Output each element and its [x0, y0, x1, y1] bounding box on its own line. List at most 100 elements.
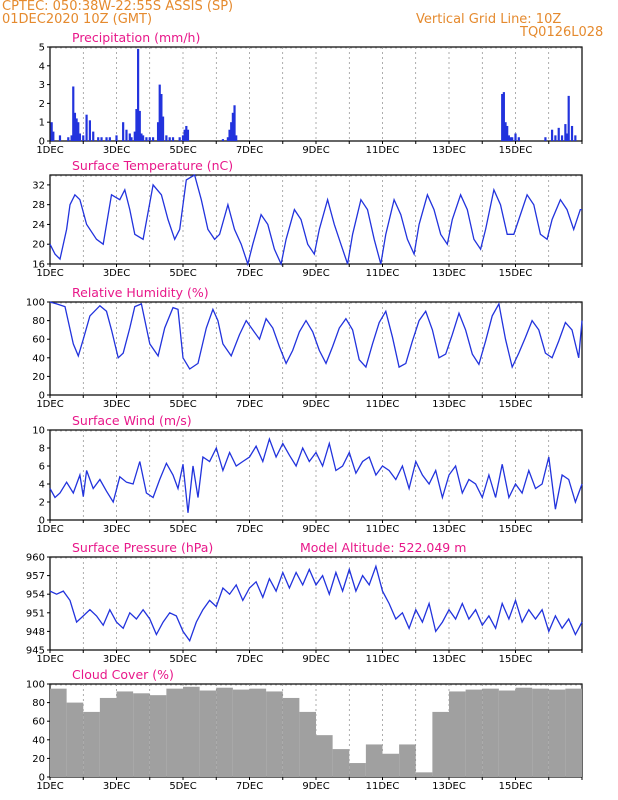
xtick-label-temp-7: 15DEC: [499, 268, 533, 279]
xtick-label-temp-3: 7DEC: [236, 268, 263, 279]
xtick-label-precip-3: 7DEC: [236, 145, 263, 156]
bar-precip-68: [570, 125, 574, 141]
xtick-label-precip-5: 11DEC: [366, 145, 400, 156]
bar-cloud-17: [332, 749, 350, 777]
bar-cloud-8: [183, 686, 200, 777]
xtick-label-pressure-5: 11DEC: [366, 654, 400, 665]
bar-cloud-12: [249, 688, 267, 777]
xtick-label-rh-7: 15DEC: [499, 399, 533, 410]
xtick-label-cloud-4: 9DEC: [302, 781, 329, 792]
bar-cloud-7: [166, 688, 183, 777]
bar-precip-46: [228, 129, 231, 141]
panel-title-wind: Surface Wind (m/s): [72, 413, 192, 428]
xtick-label-rh-3: 7DEC: [236, 399, 263, 410]
ytick-label-rh-100: 100: [26, 298, 45, 309]
xtick-label-temp-4: 9DEC: [302, 268, 329, 279]
bar-precip-38: [171, 137, 175, 141]
bar-precip-11: [85, 114, 88, 141]
bar-cloud-25: [465, 689, 483, 777]
bar-precip-31: [151, 137, 155, 141]
bar-precip-32: [156, 122, 160, 141]
bar-precip-39: [178, 137, 181, 141]
ytick-label-pressure-951: 951: [26, 608, 45, 619]
bar-precip-18: [115, 135, 118, 141]
ytick-label-precip-5: 5: [39, 43, 45, 54]
ytick-label-rh-0: 0: [39, 391, 45, 402]
ytick-label-wind-0: 0: [39, 516, 45, 527]
xtick-label-rh-0: 1DEC: [36, 399, 63, 410]
bar-precip-27: [140, 133, 143, 141]
bar-cloud-13: [266, 691, 283, 777]
bar-cloud-2: [83, 711, 100, 777]
xtick-label-precip-4: 9DEC: [302, 145, 329, 156]
bar-precip-41: [183, 129, 186, 141]
bar-precip-10: [82, 135, 85, 141]
xtick-label-wind-2: 5DEC: [169, 524, 196, 535]
xtick-label-precip-1: 3DEC: [103, 145, 130, 156]
bar-precip-13: [92, 131, 95, 141]
xtick-label-rh-6: 13DEC: [432, 399, 466, 410]
bar-precip-56: [509, 137, 512, 141]
xtick-label-precip-2: 5DEC: [169, 145, 196, 156]
bar-precip-1: [52, 131, 55, 141]
bar-precip-28: [142, 135, 145, 141]
forecast-date: 01DEC2020 10Z (GMT): [2, 12, 153, 27]
bar-precip-9: [78, 133, 82, 141]
bar-precip-23: [133, 131, 136, 141]
bar-precip-17: [108, 137, 111, 141]
ytick-label-temp-24: 24: [32, 220, 45, 231]
xtick-label-wind-0: 1DEC: [36, 524, 63, 535]
bar-cloud-5: [133, 693, 150, 777]
xtick-label-wind-3: 7DEC: [236, 524, 263, 535]
bar-precip-35: [161, 116, 165, 141]
bar-cloud-15: [299, 711, 316, 777]
bar-precip-21: [128, 133, 131, 141]
xtick-label-temp-6: 13DEC: [432, 268, 466, 279]
bar-cloud-31: [565, 688, 582, 777]
xtick-label-wind-4: 9DEC: [302, 524, 329, 535]
xtick-label-precip-0: 1DEC: [36, 145, 63, 156]
bar-precip-24: [135, 109, 138, 141]
chart-header: CPTEC: 050:38W-22:55S ASSIS (SP) 01DEC20…: [0, 0, 618, 40]
bar-cloud-24: [449, 691, 466, 777]
series-line-temp: [49, 174, 582, 267]
xtick-label-temp-2: 5DEC: [169, 268, 196, 279]
ytick-label-precip-4: 4: [39, 61, 45, 72]
bar-precip-60: [544, 137, 547, 141]
xtick-label-pressure-2: 5DEC: [169, 654, 196, 665]
panel-title-precip: Precipitation (mm/h): [72, 30, 200, 45]
bar-precip-48: [231, 112, 234, 141]
ytick-label-wind-10: 10: [32, 426, 45, 437]
bar-precip-50: [235, 135, 238, 141]
ytick-label-pressure-960: 960: [26, 553, 45, 564]
bar-precip-14: [97, 137, 100, 141]
bar-cloud-26: [482, 688, 499, 777]
bar-cloud-0: [50, 688, 67, 777]
ytick-label-temp-20: 20: [32, 240, 45, 251]
bar-cloud-3: [99, 697, 117, 777]
bar-precip-45: [226, 137, 229, 141]
ytick-label-precip-1: 1: [39, 118, 45, 129]
series-line-pressure: [49, 564, 583, 643]
bar-precip-52: [502, 92, 505, 141]
xtick-label-pressure-6: 13DEC: [432, 654, 466, 665]
xtick-label-wind-7: 15DEC: [499, 524, 533, 535]
bar-precip-47: [230, 122, 233, 141]
bar-precip-49: [233, 105, 236, 141]
xtick-label-wind-1: 3DEC: [103, 524, 130, 535]
bar-precip-6: [73, 112, 77, 141]
bar-precip-62: [554, 135, 557, 141]
panel-title-pressure: Surface Pressure (hPa): [72, 540, 213, 555]
ytick-label-precip-0: 0: [39, 137, 45, 148]
bar-precip-37: [168, 137, 171, 141]
bar-cloud-6: [149, 695, 167, 777]
bar-precip-4: [70, 135, 73, 141]
ytick-label-cloud-60: 60: [32, 717, 45, 728]
ytick-label-pressure-954: 954: [26, 590, 45, 601]
bar-precip-3: [67, 137, 70, 141]
bar-cloud-9: [199, 690, 217, 777]
bar-cloud-1: [66, 702, 84, 777]
bar-cloud-11: [232, 689, 250, 777]
bar-precip-53: [504, 122, 507, 141]
ytick-label-wind-2: 2: [39, 498, 45, 509]
